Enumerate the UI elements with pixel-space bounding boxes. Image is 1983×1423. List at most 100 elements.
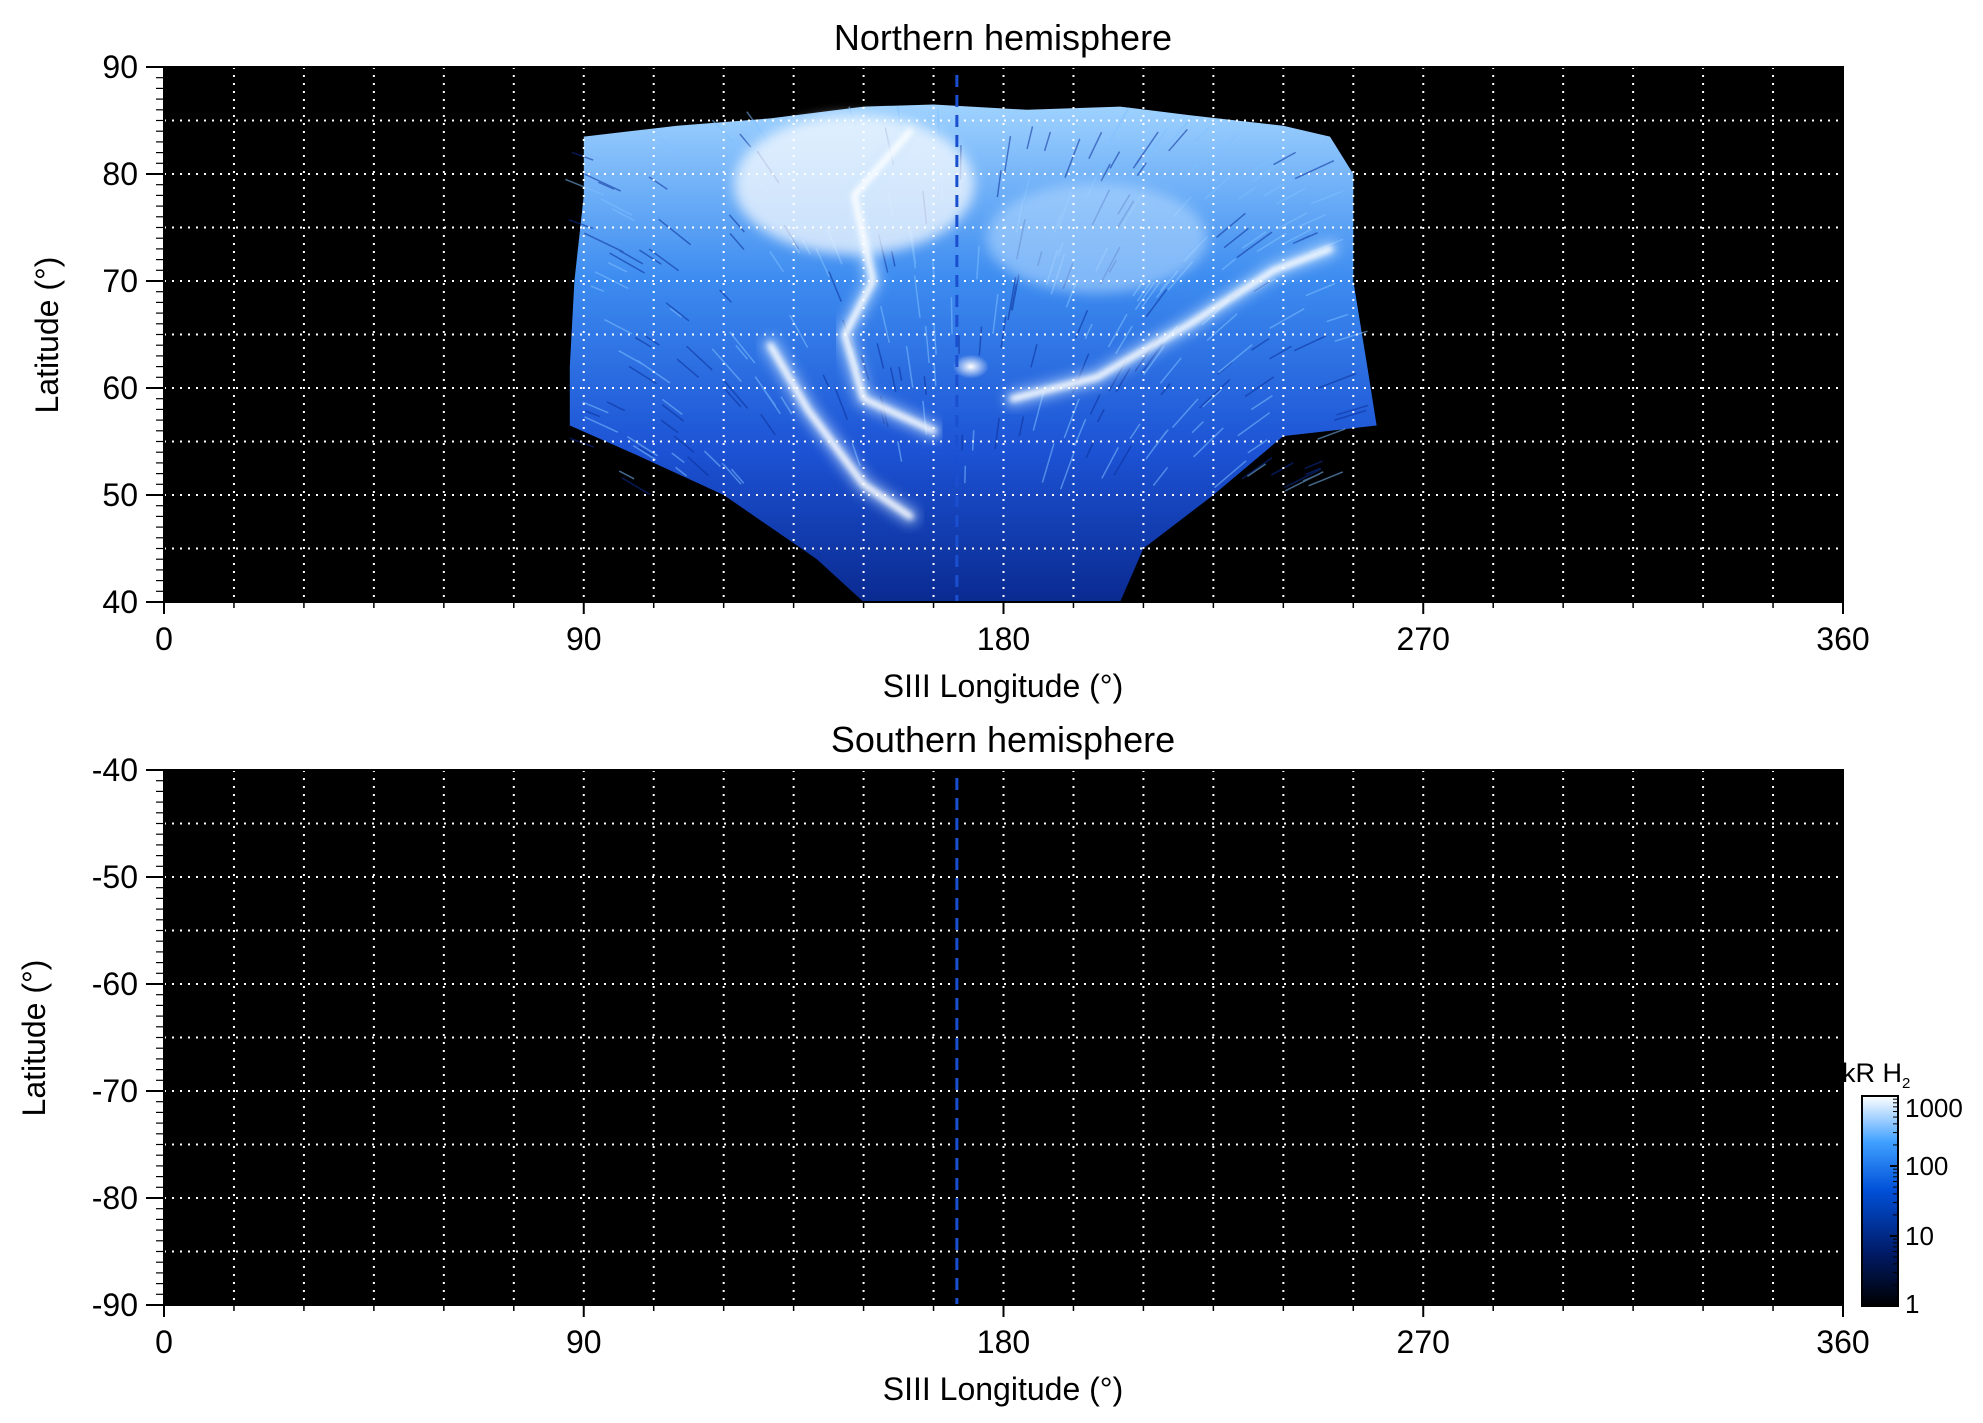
emission-streak <box>896 440 903 462</box>
emission-streak <box>1308 471 1344 487</box>
emission-streak <box>1202 389 1222 408</box>
emission-streak <box>621 477 651 496</box>
y-tick-label: 70 <box>102 263 138 299</box>
north-axes: 0 90 180 270 360 90 80 70 60 50 40 <box>102 49 1869 657</box>
emission-streak <box>609 252 645 274</box>
emission-streak <box>1088 131 1103 160</box>
emission-streak <box>1026 126 1034 150</box>
emission-streak <box>992 293 999 334</box>
emission-streak <box>722 385 742 408</box>
emission-streak <box>1115 325 1133 355</box>
emission-streak <box>1167 117 1192 146</box>
emission-streak <box>789 314 809 348</box>
emission-streak <box>703 450 721 468</box>
emission-streak <box>889 367 897 392</box>
emission-streak <box>994 417 1000 450</box>
emission-streak <box>1199 379 1231 409</box>
emission-streak <box>1107 313 1128 348</box>
emission-streak <box>1085 440 1095 459</box>
emission-streak <box>1250 395 1273 411</box>
emission-streak <box>1145 288 1168 318</box>
y-tick-label: -80 <box>92 1180 138 1216</box>
y-tick-label: -90 <box>92 1287 138 1323</box>
colorbar-tick-label: 1000 <box>1905 1093 1963 1123</box>
emission-streak <box>1140 280 1161 309</box>
emission-streak <box>735 344 749 360</box>
north-title: Northern hemisphere <box>834 17 1172 58</box>
south-x-label: SIII Longitude (°) <box>883 1371 1123 1407</box>
emission-streak <box>815 247 830 277</box>
emission-streak <box>1074 309 1089 339</box>
emission-streak <box>632 445 657 461</box>
emission-streak <box>628 365 657 385</box>
x-tick-label: 90 <box>566 621 602 657</box>
emission-streak <box>1193 427 1224 458</box>
emission-streak <box>1251 157 1290 183</box>
auroral-arc <box>1009 245 1333 402</box>
emission-streak <box>1273 151 1297 166</box>
emission-streak <box>1136 140 1161 174</box>
emission-streak <box>1159 278 1171 292</box>
emission-streak <box>626 435 658 457</box>
emission-streak <box>1334 330 1368 342</box>
emission-streak <box>1168 128 1188 152</box>
emission-streak <box>569 437 595 448</box>
emission-streak <box>1317 428 1346 440</box>
emission-streak <box>598 181 615 190</box>
southern-hemisphere-panel: Southern hemisphere 0 90 180 270 360 -40 -50 -6… <box>16 719 1870 1407</box>
emission-streak <box>1314 372 1357 390</box>
emission-streak <box>1247 439 1268 454</box>
emission-streak <box>1292 235 1311 245</box>
emission-streak <box>1217 344 1253 374</box>
emission-streak <box>1275 187 1306 205</box>
emission-streak <box>1152 466 1169 486</box>
y-tick-label: 50 <box>102 477 138 513</box>
emission-streak <box>687 456 710 477</box>
emission-streak <box>924 325 930 364</box>
emission-streak <box>1171 398 1199 429</box>
emission-streak <box>1135 131 1159 166</box>
emission-streak <box>1241 231 1267 249</box>
emission-streak <box>933 324 937 355</box>
emission-streak <box>1136 162 1147 177</box>
emission-streak <box>1293 335 1327 352</box>
emission-streak <box>1206 133 1239 163</box>
emission-streak <box>1145 431 1167 460</box>
emission-streak <box>730 468 745 484</box>
bright-spot <box>952 354 989 379</box>
emission-streak <box>1109 151 1121 169</box>
emission-streak <box>996 170 1002 198</box>
emission-streak <box>1204 173 1233 200</box>
emission-streak <box>923 376 927 395</box>
emission-streak <box>1215 212 1246 239</box>
emission-streak <box>1305 467 1321 476</box>
emission-streak <box>860 355 870 381</box>
y-tick-label: 80 <box>102 156 138 192</box>
emission-streak <box>1043 131 1052 152</box>
emission-streak <box>1101 447 1119 479</box>
emission-streak <box>1129 423 1141 440</box>
emission-streak <box>828 271 842 302</box>
colorbar-gradient <box>1861 1095 1899 1307</box>
emission-streak <box>618 350 644 366</box>
emission-streak <box>669 307 682 318</box>
emission-streak <box>584 173 622 192</box>
emission-streak <box>1241 456 1273 480</box>
emission-streak <box>1236 231 1273 259</box>
emission-streak <box>1113 445 1133 476</box>
emission-streak <box>673 435 695 453</box>
south-grid <box>164 770 1843 1305</box>
emission-streak <box>1100 163 1111 182</box>
northern-hemisphere-panel: Northern hemisphere 0 90 180 270 360 90 80 70 60… <box>29 17 1870 704</box>
emission-streak <box>729 232 745 250</box>
emission-streak <box>1010 283 1018 311</box>
emission-streak <box>711 348 742 383</box>
emission-streak <box>638 446 654 457</box>
emission-streak <box>1159 357 1182 384</box>
emission-streak <box>1003 136 1012 176</box>
emission-streak <box>585 410 601 418</box>
emission-streak <box>1007 276 1017 321</box>
emission-streak <box>619 249 644 265</box>
emission-streak <box>583 232 624 253</box>
emission-streak <box>834 388 849 421</box>
